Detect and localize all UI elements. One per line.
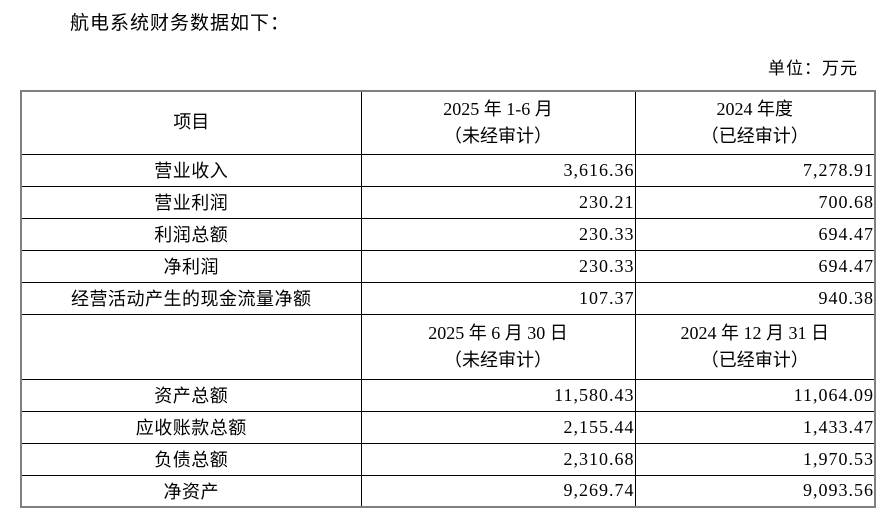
col-header-date-2024: 2024 年 12 月 31 日 （已经审计） <box>634 313 876 380</box>
row-label: 净资产 <box>20 474 362 508</box>
income-header-row: 项目 2025 年 1-6 月 （未经审计） 2024 年度 （已经审计） <box>20 90 876 155</box>
row-value-current: 9,269.74 <box>360 474 636 508</box>
row-value-prior: 9,093.56 <box>634 474 876 508</box>
row-label: 营业利润 <box>20 185 362 219</box>
row-label: 净利润 <box>20 249 362 283</box>
row-value-prior: 11,064.09 <box>634 378 876 412</box>
row-value-prior: 1,433.47 <box>634 410 876 444</box>
row-value-prior: 694.47 <box>634 217 876 251</box>
table-row-operating-revenue: 营业收入 3,616.36 7,278.91 <box>20 153 876 187</box>
table-row-total-assets: 资产总额 11,580.43 11,064.09 <box>20 378 876 412</box>
row-value-current: 2,155.44 <box>360 410 636 444</box>
table-row-operating-profit: 营业利润 230.21 700.68 <box>20 185 876 219</box>
row-label: 营业收入 <box>20 153 362 187</box>
table-row-total-liabilities: 负债总额 2,310.68 1,970.53 <box>20 442 876 476</box>
col-header-line: （已经审计） <box>700 125 809 146</box>
col-header-line: （已经审计） <box>700 349 809 370</box>
row-label: 经营活动产生的现金流量净额 <box>20 281 362 315</box>
row-value-current: 230.33 <box>360 249 636 283</box>
unit-label: 单位：万元 <box>768 59 858 78</box>
row-value-current: 230.33 <box>360 217 636 251</box>
col-header-line: （未经审计） <box>444 349 552 370</box>
table-row-accounts-receivable: 应收账款总额 2,155.44 1,433.47 <box>20 410 876 444</box>
financial-data-table: 项目 2025 年 1-6 月 （未经审计） 2024 年度 （已经审计） 营业… <box>20 90 876 508</box>
row-label: 利润总额 <box>20 217 362 251</box>
row-value-prior: 700.68 <box>634 185 876 219</box>
page-title: 航电系统财务数据如下： <box>70 13 291 34</box>
row-value-prior: 7,278.91 <box>634 153 876 187</box>
col-header-item-empty <box>20 313 362 380</box>
row-value-prior: 694.47 <box>634 249 876 283</box>
row-value-prior: 1,970.53 <box>634 442 876 476</box>
row-label: 应收账款总额 <box>20 410 362 444</box>
row-value-current: 2,310.68 <box>360 442 636 476</box>
row-value-current: 230.21 <box>360 185 636 219</box>
table-row-net-assets: 净资产 9,269.74 9,093.56 <box>20 474 876 508</box>
row-value-current: 11,580.43 <box>360 378 636 412</box>
col-header-date-2025: 2025 年 6 月 30 日 （未经审计） <box>360 313 636 380</box>
col-header-item: 项目 <box>20 90 362 155</box>
row-value-current: 107.37 <box>360 281 636 315</box>
row-label: 负债总额 <box>20 442 362 476</box>
table-row-net-profit: 净利润 230.33 694.47 <box>20 249 876 283</box>
row-value-current: 3,616.36 <box>360 153 636 187</box>
row-label: 资产总额 <box>20 378 362 412</box>
col-header-period-2025: 2025 年 1-6 月 （未经审计） <box>360 90 636 155</box>
col-header-period-2024: 2024 年度 （已经审计） <box>634 90 876 155</box>
col-header-line: （未经审计） <box>444 125 552 146</box>
col-header-line: 2025 年 6 月 30 日 <box>428 322 568 343</box>
balance-header-row: 2025 年 6 月 30 日 （未经审计） 2024 年 12 月 31 日 … <box>20 313 876 380</box>
col-header-line: 2025 年 1-6 月 <box>443 98 553 119</box>
col-header-line: 2024 年 12 月 31 日 <box>680 322 830 343</box>
col-header-line: 2024 年度 <box>716 98 794 119</box>
table-row-operating-cash-flow: 经营活动产生的现金流量净额 107.37 940.38 <box>20 281 876 315</box>
table-row-total-profit: 利润总额 230.33 694.47 <box>20 217 876 251</box>
row-value-prior: 940.38 <box>634 281 876 315</box>
